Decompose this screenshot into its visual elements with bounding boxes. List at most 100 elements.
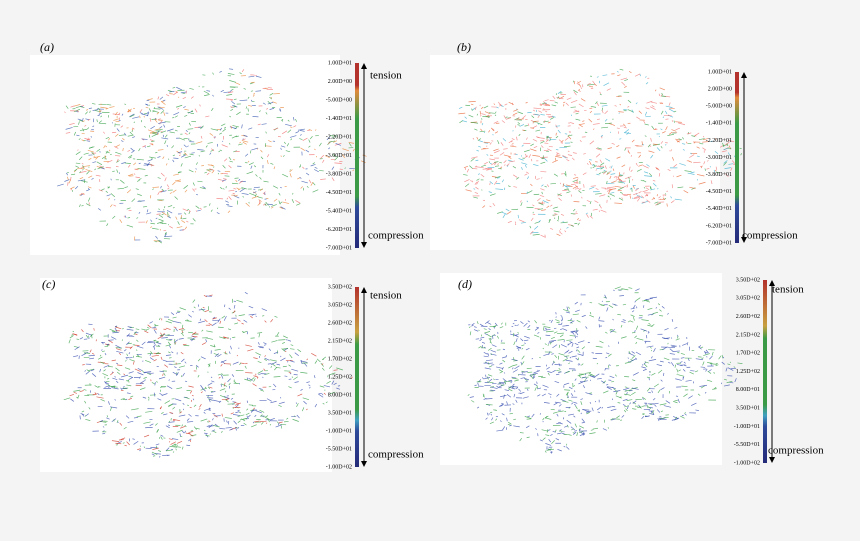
vector <box>562 189 568 192</box>
vector <box>613 390 621 393</box>
vector <box>638 191 642 194</box>
vector <box>564 188 569 190</box>
vector <box>91 151 95 156</box>
vector <box>485 398 493 400</box>
vector <box>542 384 549 388</box>
vector <box>200 391 203 394</box>
vector <box>230 125 233 129</box>
vector <box>111 359 116 362</box>
vector <box>242 195 244 198</box>
vector <box>292 192 294 195</box>
vector <box>222 180 224 183</box>
vector <box>568 407 571 409</box>
vector <box>563 101 566 104</box>
vector <box>487 322 492 325</box>
vector <box>150 219 153 222</box>
vector <box>630 307 636 310</box>
vector <box>291 376 294 378</box>
vector <box>210 128 219 131</box>
vector <box>531 357 534 360</box>
vector <box>129 113 135 118</box>
vector <box>192 299 196 303</box>
vector <box>547 121 551 124</box>
vector <box>560 214 565 216</box>
vector <box>125 398 128 401</box>
vector <box>155 423 158 426</box>
vector <box>678 138 682 141</box>
vector <box>242 330 248 334</box>
vector <box>232 125 239 128</box>
vector <box>167 205 173 208</box>
vector <box>251 147 259 151</box>
vector <box>329 372 336 376</box>
vector <box>620 324 623 328</box>
vector <box>594 373 600 378</box>
vector <box>591 407 594 412</box>
vector <box>688 160 693 163</box>
vector <box>274 366 278 371</box>
vector <box>179 307 187 311</box>
vector <box>221 383 228 387</box>
vector <box>684 413 687 416</box>
vector <box>704 168 707 171</box>
vector <box>253 165 257 168</box>
vector <box>303 362 308 367</box>
vector <box>245 153 249 157</box>
vector <box>483 105 489 109</box>
vector <box>237 427 240 429</box>
vector <box>247 96 250 99</box>
vector <box>586 83 595 86</box>
vector <box>143 112 147 115</box>
vector <box>530 232 539 234</box>
vector <box>211 107 214 112</box>
vector <box>632 400 637 404</box>
vector <box>342 148 350 152</box>
vector <box>128 164 131 168</box>
vector <box>644 123 649 126</box>
vector <box>508 365 513 369</box>
vector <box>629 402 632 405</box>
vector <box>283 335 289 339</box>
vector <box>500 322 503 325</box>
vector <box>631 355 636 359</box>
vector <box>627 320 631 323</box>
vector <box>160 110 165 114</box>
vector <box>333 382 337 386</box>
vector <box>211 429 216 432</box>
vector <box>672 400 678 404</box>
vector <box>174 398 182 402</box>
vector <box>97 114 101 116</box>
vector <box>482 377 484 380</box>
vector <box>668 131 673 135</box>
vector <box>315 129 317 131</box>
vector <box>533 146 538 149</box>
vector <box>227 210 231 213</box>
vector <box>201 342 207 345</box>
vector <box>634 195 641 199</box>
vector <box>677 336 679 339</box>
vector <box>569 320 575 324</box>
vector <box>513 393 516 398</box>
vector <box>540 161 546 164</box>
vector <box>127 326 132 328</box>
vector <box>640 328 648 332</box>
vector <box>175 372 179 376</box>
arrow-head <box>741 237 747 243</box>
vector <box>608 304 614 309</box>
vector <box>241 140 249 143</box>
vector <box>209 168 214 171</box>
vector <box>571 332 575 335</box>
vector <box>631 391 636 396</box>
vector <box>483 346 486 349</box>
vector <box>178 365 186 368</box>
vector <box>308 139 311 143</box>
vector <box>245 362 248 365</box>
vector <box>470 121 479 124</box>
vector <box>552 95 556 100</box>
vector <box>464 179 470 183</box>
vector <box>228 91 234 94</box>
vector <box>227 378 231 383</box>
vector <box>615 178 623 181</box>
vector <box>299 165 301 168</box>
vector <box>96 148 101 152</box>
